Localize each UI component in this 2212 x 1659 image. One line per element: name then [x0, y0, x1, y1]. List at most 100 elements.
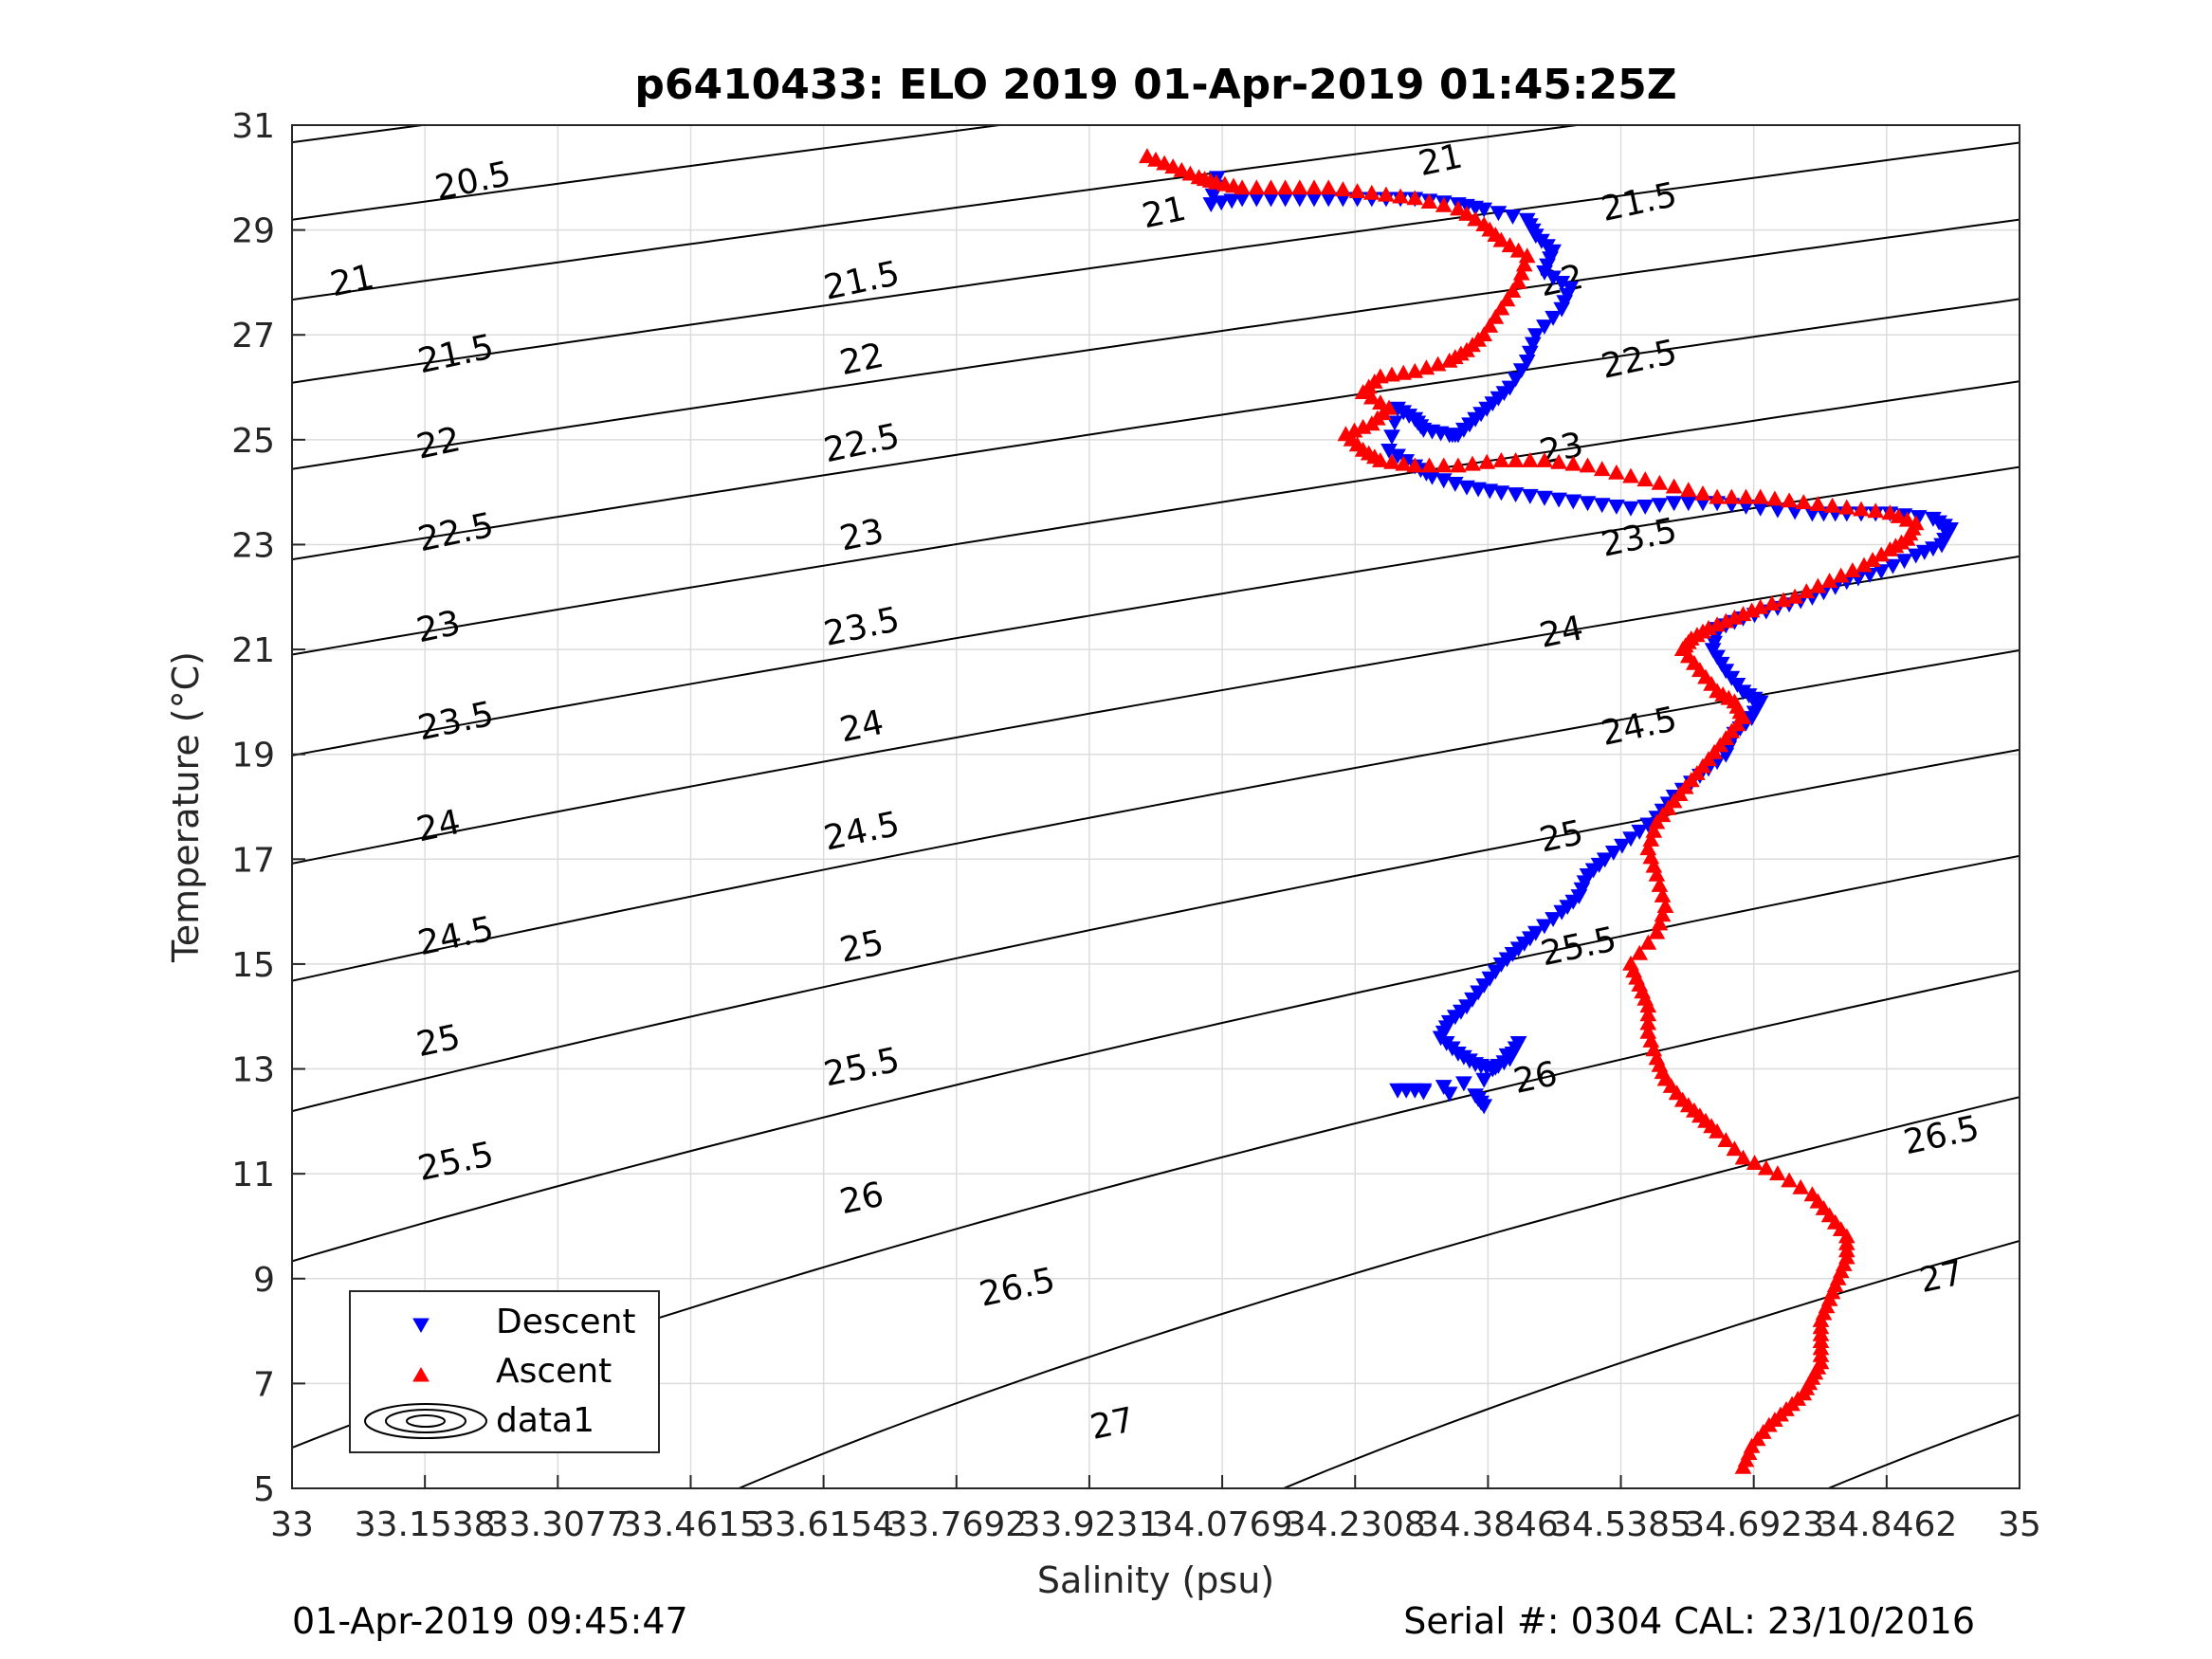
ascent-point — [1737, 488, 1755, 504]
density-contour-line — [292, 125, 1007, 221]
ascent-point — [1492, 451, 1510, 467]
descent-point — [1518, 355, 1536, 370]
ascent-point — [1820, 573, 1838, 589]
descent-point — [1524, 337, 1542, 353]
ascent-point — [1467, 210, 1484, 227]
ascent-point — [1665, 478, 1683, 494]
ascent-point — [1751, 488, 1769, 504]
ascent-point — [1478, 453, 1496, 469]
descent-point — [1504, 210, 1522, 225]
ascent-point — [1709, 1122, 1726, 1139]
x-tick-label: 33.6154 — [753, 1505, 894, 1544]
ascent-point — [1795, 494, 1813, 510]
ascent-point — [1383, 453, 1400, 469]
y-tick-label: 17 — [231, 841, 275, 880]
ascent-point — [1781, 492, 1798, 508]
density-contour-label: 23 — [413, 604, 464, 651]
descent-point — [1651, 498, 1669, 514]
descent-point — [1458, 480, 1475, 496]
descent-point — [1455, 1076, 1472, 1092]
density-contour-line — [292, 380, 2020, 656]
ascent-point — [1564, 455, 1582, 471]
ascent-series — [1139, 148, 1925, 1474]
density-contours — [292, 125, 2020, 1488]
density-contour-label: 25 — [836, 923, 887, 971]
descent-point — [1487, 1060, 1505, 1076]
ascent-point — [1429, 356, 1447, 372]
density-contour-label: 21 — [1139, 190, 1189, 237]
x-tick-label: 33.4615 — [620, 1505, 761, 1544]
ascent-point — [1709, 616, 1726, 632]
legend-box — [349, 1290, 660, 1453]
ascent-point — [1648, 923, 1666, 939]
y-tick-label: 23 — [231, 526, 275, 565]
density-contour-label: 25 — [1536, 813, 1586, 861]
ascent-point — [1757, 1159, 1775, 1176]
ascent-point — [1509, 242, 1527, 258]
descent-point — [1521, 345, 1539, 361]
x-tick-label: 34.3846 — [1417, 1505, 1559, 1544]
x-tick-label: 34.0769 — [1152, 1505, 1293, 1544]
ascent-point — [1492, 300, 1510, 316]
descent-point — [1498, 1048, 1516, 1064]
ascent-point — [1464, 455, 1481, 471]
descent-point — [1550, 492, 1567, 508]
ascent-point — [1608, 464, 1625, 480]
ascent-point — [1781, 1172, 1798, 1188]
x-tick-label: 34.2308 — [1285, 1505, 1426, 1544]
ascent-point — [1504, 283, 1522, 298]
ascent-point — [1837, 499, 1856, 515]
ascent-point — [1147, 151, 1164, 167]
y-tick-label: 25 — [231, 422, 275, 461]
descent-legend-marker — [412, 1318, 430, 1334]
density-contour-label: 21 — [327, 258, 377, 305]
ascent-point — [1156, 155, 1173, 171]
ascent-point — [1832, 567, 1850, 583]
descent-point — [1593, 498, 1611, 514]
descent-point — [1608, 500, 1625, 515]
ascent-point — [1648, 866, 1666, 882]
ascent-point — [1550, 453, 1567, 469]
y-tick-label: 11 — [231, 1156, 275, 1194]
ascent-point — [1435, 457, 1453, 473]
descent-point — [1475, 202, 1493, 218]
ascent-point — [1856, 556, 1873, 573]
ascent-point — [1498, 291, 1516, 307]
ascent-point — [1290, 179, 1308, 195]
x-tick-label: 33.9231 — [1018, 1505, 1160, 1544]
density-contour-label: 22 — [836, 337, 887, 384]
ascent-point — [1440, 352, 1458, 368]
ascent-point — [1262, 179, 1280, 195]
density-contour-line — [292, 218, 2020, 470]
descent-point — [1507, 487, 1525, 503]
density-contour-line — [292, 298, 2020, 561]
plot-area — [292, 125, 2020, 1488]
descent-point — [1512, 363, 1530, 379]
descent-point — [1665, 496, 1683, 512]
ascent-point — [1717, 1132, 1735, 1147]
ascent-point — [1881, 540, 1899, 556]
ascent-point — [1362, 389, 1380, 405]
density-contour-line — [292, 748, 2020, 1113]
ascent-point — [1636, 471, 1654, 487]
descent-point — [1545, 310, 1562, 326]
density-contour-label: 23 — [836, 512, 887, 559]
descent-point — [1440, 1086, 1458, 1103]
ascent-point — [1362, 415, 1380, 431]
descent-point — [1536, 319, 1553, 336]
ascent-point — [1173, 161, 1191, 177]
y-tick-label: 29 — [231, 212, 275, 251]
descent-point — [1415, 1085, 1433, 1101]
ascent-point — [1458, 205, 1475, 221]
ascent-point — [1579, 457, 1597, 473]
y-tick-label: 13 — [231, 1051, 275, 1090]
y-tick-label: 19 — [231, 737, 275, 775]
ascent-point — [1521, 451, 1539, 467]
ascent-point — [1420, 193, 1438, 209]
ascent-point — [1406, 362, 1424, 378]
y-tick-label: 9 — [253, 1261, 275, 1300]
descent-point — [1636, 500, 1654, 515]
ascent-point — [1481, 317, 1499, 333]
density-contour-label: 22 — [413, 420, 464, 467]
legend: Descent Ascent data1 — [349, 1290, 660, 1453]
